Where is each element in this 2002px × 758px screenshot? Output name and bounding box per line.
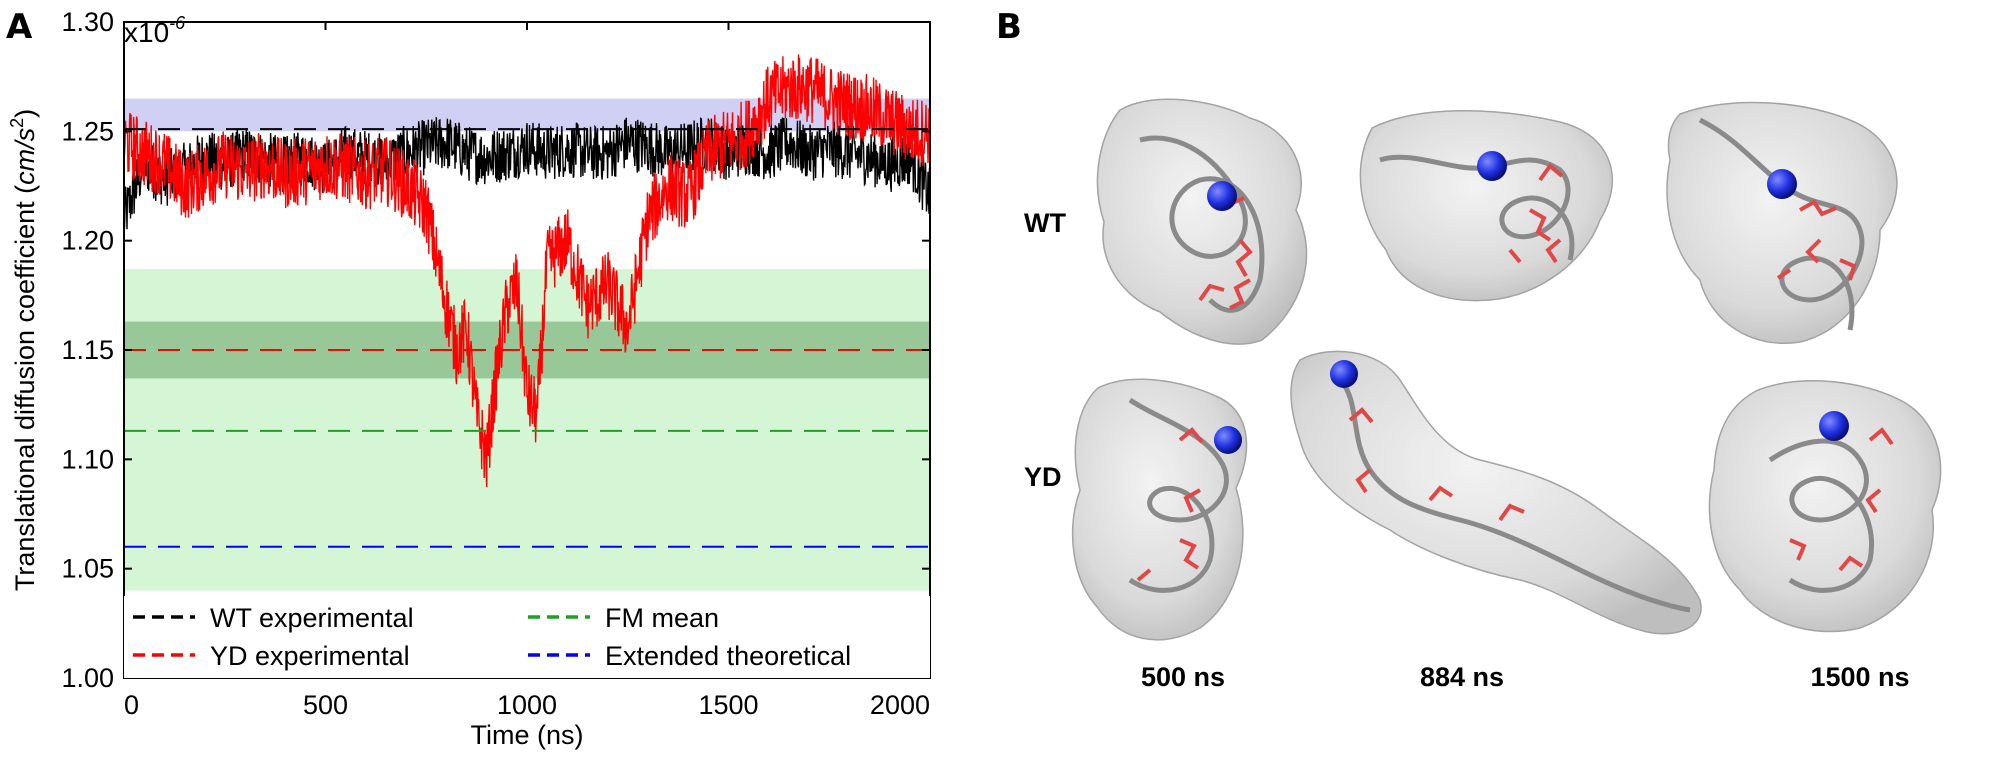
structure-wt-1500ns — [1666, 101, 1898, 344]
axis-ticks: 0 500 1000 1500 2000 1.00 1.05 1.10 1.15 1.20 1.25… — [61, 7, 931, 720]
scale-factor: x10-6 — [124, 13, 186, 48]
y-axis-label: Translational diffusion coefficient (cm/… — [7, 109, 40, 591]
time-label-500ns: 500 ns — [1141, 662, 1225, 692]
structure-yd-500ns — [1071, 378, 1248, 641]
legend-fm-label: FM mean — [605, 603, 719, 633]
legend: WT experimental YD experimental FM mean … — [124, 596, 930, 678]
x-tick-label-4: 2000 — [870, 690, 930, 720]
panel-a-label: A — [6, 7, 33, 47]
series-wt — [123, 117, 931, 230]
legend-wt-label: WT experimental — [210, 603, 414, 633]
shaded-bands — [124, 98, 930, 591]
row-label-yd: YD — [1024, 462, 1062, 492]
x-tick-label-0: 0 — [124, 690, 139, 720]
y-tick-label-5: 1.25 — [61, 116, 114, 146]
band-0 — [124, 269, 930, 591]
legend-extended-label: Extended theoretical — [605, 641, 851, 671]
structure-wt-884ns — [1359, 110, 1614, 302]
time-label-1500ns: 1500 ns — [1810, 662, 1909, 692]
row-label-wt: WT — [1024, 208, 1066, 238]
x-tick-label-2: 1000 — [497, 690, 557, 720]
legend-yd-label: YD experimental — [210, 641, 410, 671]
panel-b-label: B — [996, 7, 1022, 47]
y-tick-label-1: 1.05 — [61, 554, 114, 584]
y-tick-label-0: 1.00 — [61, 663, 114, 693]
diffusion-chart: 0 500 1000 1500 2000 1.00 1.05 1.10 1.15 1.20 1.25… — [7, 7, 931, 750]
structure-yd-884ns — [1290, 350, 1702, 635]
y-tick-label-4: 1.20 — [61, 226, 114, 256]
series-yd — [123, 54, 931, 488]
legend-box — [124, 596, 930, 678]
x-tick-label-1: 500 — [303, 690, 348, 720]
y-tick-label-6: 1.30 — [61, 7, 114, 37]
series-layer — [123, 54, 931, 488]
structure-wt-500ns — [1096, 98, 1308, 345]
time-label-884ns: 884 ns — [1420, 662, 1504, 692]
x-tick-label-3: 1500 — [698, 690, 758, 720]
structure-yd-1500ns — [1708, 380, 1942, 633]
y-tick-label-2: 1.10 — [61, 444, 114, 474]
x-axis-label: Time (ns) — [471, 720, 584, 750]
y-tick-label-3: 1.15 — [61, 335, 114, 365]
